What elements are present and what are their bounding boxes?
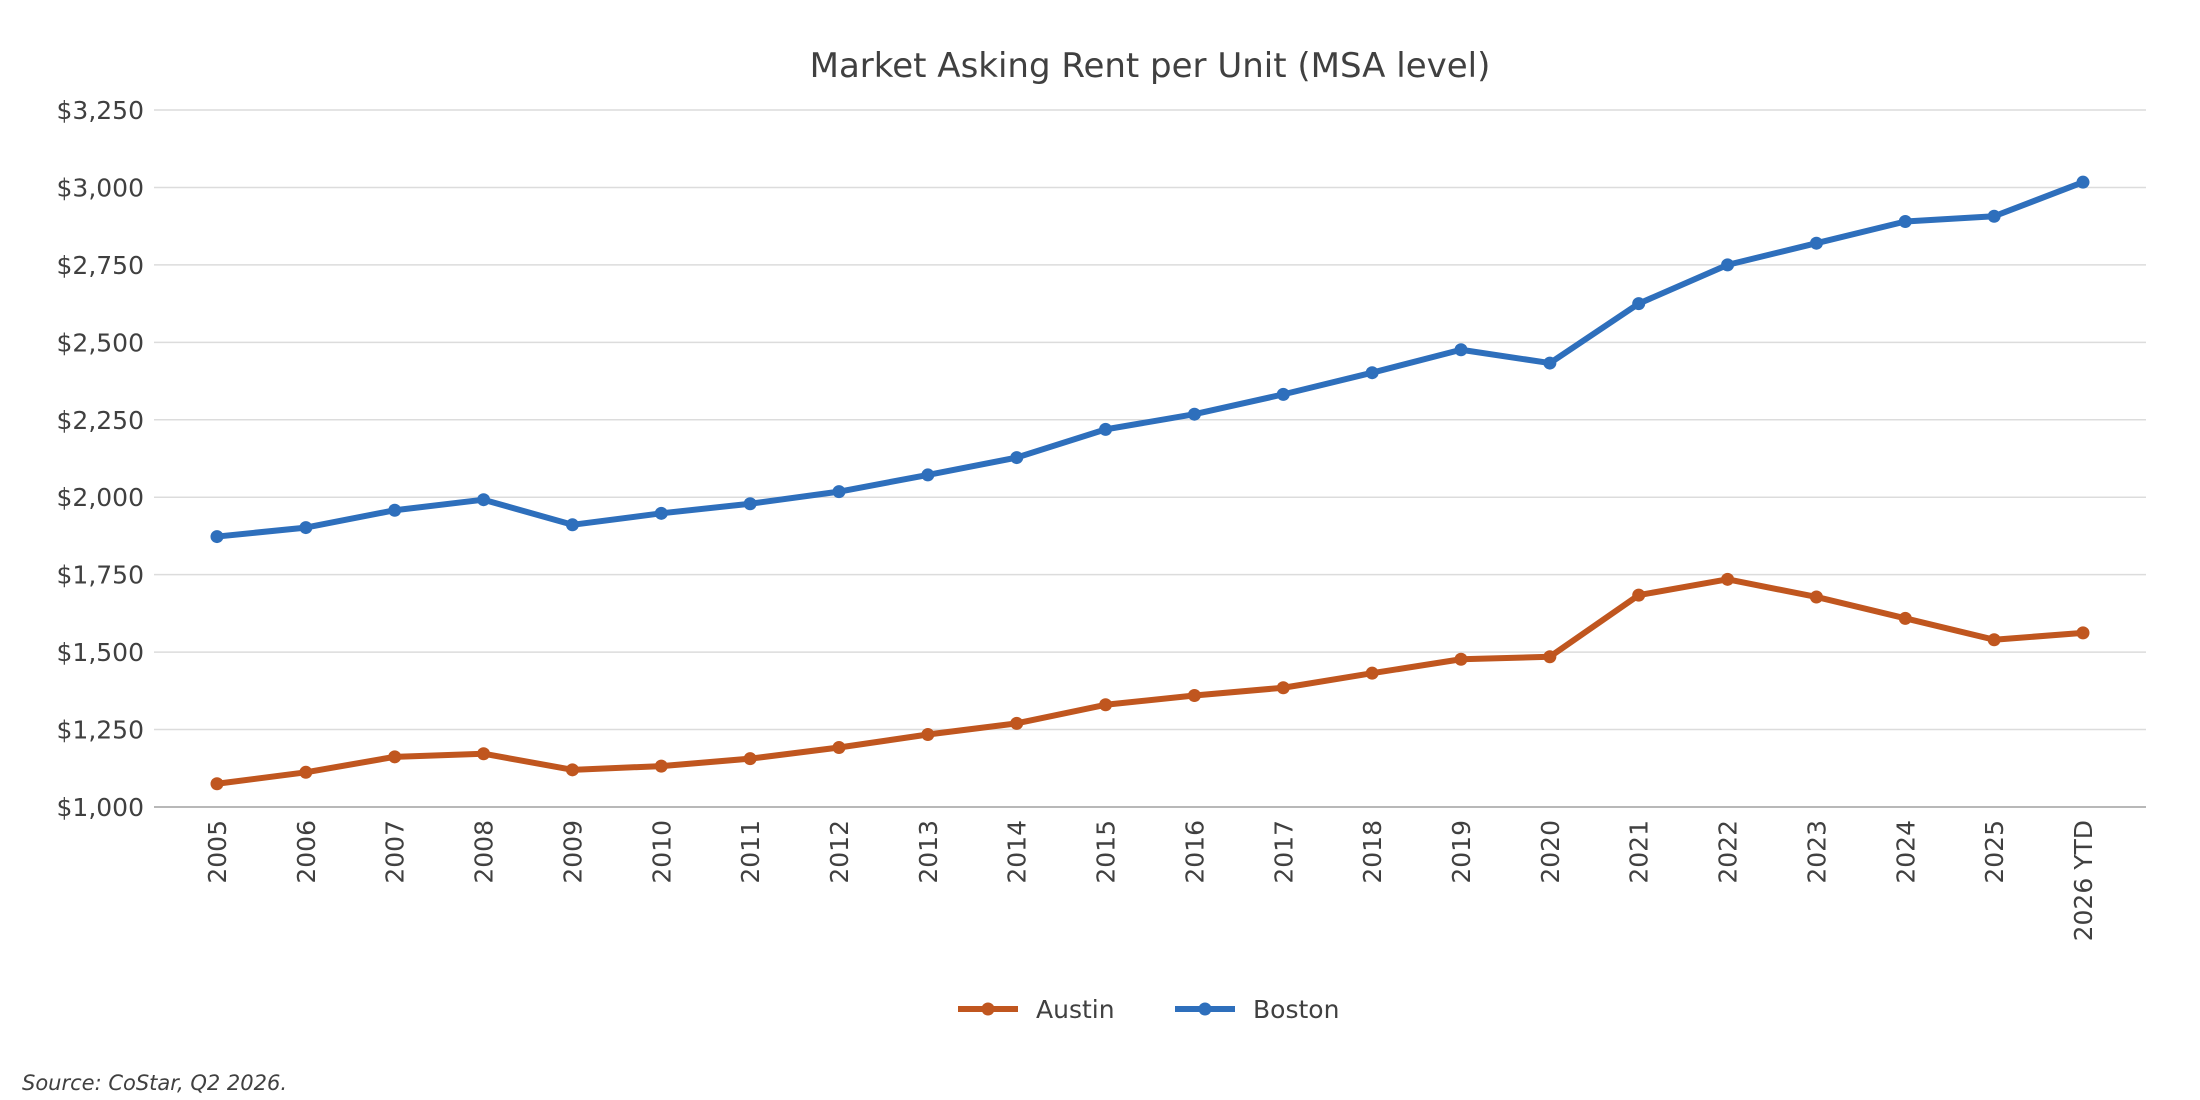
series-lines	[210, 175, 2090, 791]
data-point-austin	[1276, 681, 1290, 695]
data-point-boston	[210, 530, 224, 544]
y-tick-label: $1,500	[57, 638, 144, 667]
data-point-boston	[654, 506, 668, 520]
data-point-austin	[921, 728, 935, 742]
y-tick-label: $1,000	[57, 793, 144, 822]
data-point-austin	[2076, 626, 2090, 640]
x-tick-label: 2007	[381, 820, 410, 884]
data-point-austin	[210, 777, 224, 791]
data-point-austin	[1010, 716, 1024, 730]
data-point-boston	[1809, 236, 1823, 250]
y-tick-label: $3,000	[57, 173, 144, 202]
legend-item-boston: Boston	[1175, 995, 1339, 1024]
data-point-boston	[477, 493, 491, 507]
y-tick-label: $2,000	[57, 483, 144, 512]
data-point-boston	[832, 485, 846, 499]
data-point-austin	[1721, 572, 1735, 586]
data-point-boston	[1898, 215, 1912, 229]
data-point-austin	[1987, 633, 2001, 647]
series-boston	[210, 175, 2090, 544]
x-tick-label: 2018	[1358, 820, 1387, 884]
data-point-austin	[832, 741, 846, 755]
data-point-boston	[388, 503, 402, 517]
data-point-boston	[921, 468, 935, 482]
data-point-boston	[1454, 343, 1468, 357]
data-point-austin	[1809, 590, 1823, 604]
source-note: Source: CoStar, Q2 2026.	[22, 1071, 287, 1095]
series-austin	[210, 572, 2090, 791]
data-point-austin	[1099, 698, 1113, 712]
x-tick-label: 2015	[1092, 820, 1121, 884]
legend: Austin Boston	[958, 995, 1339, 1024]
x-tick-label: 2008	[470, 820, 499, 884]
data-point-boston	[1721, 258, 1735, 272]
data-point-austin	[743, 752, 757, 766]
y-axis-ticks: $1,000 $1,250 $1,500 $1,750 $2,000 $2,250 $2,5…	[57, 96, 144, 822]
data-point-boston	[1365, 366, 1379, 380]
data-point-boston	[299, 521, 313, 535]
data-point-austin	[565, 763, 579, 777]
x-tick-label: 2012	[825, 820, 854, 884]
x-tick-label: 2020	[1536, 820, 1565, 884]
data-point-austin	[388, 750, 402, 764]
legend-marker-icon	[1198, 1002, 1212, 1016]
data-point-boston	[1010, 451, 1024, 465]
legend-marker-icon	[981, 1002, 995, 1016]
data-point-austin	[1365, 666, 1379, 680]
x-tick-label: 2014	[1003, 820, 1032, 884]
x-tick-label: 2019	[1447, 820, 1476, 884]
y-tick-label: $2,250	[57, 406, 144, 435]
x-tick-label: 2025	[1980, 820, 2009, 884]
data-point-austin	[1454, 652, 1468, 666]
data-point-austin	[1632, 588, 1646, 602]
data-point-boston	[2076, 175, 2090, 189]
x-tick-label: 2024	[1891, 820, 1920, 884]
series-line-austin	[214, 576, 2086, 787]
data-point-boston	[1099, 422, 1113, 436]
data-point-austin	[1898, 611, 1912, 625]
x-tick-label: 2022	[1714, 820, 1743, 884]
x-tick-label: 2016	[1180, 820, 1209, 884]
x-tick-label: 2017	[1269, 820, 1298, 884]
legend-label: Boston	[1253, 995, 1339, 1024]
x-tick-label: 2010	[647, 820, 676, 884]
data-point-austin	[654, 759, 668, 773]
x-tick-label: 2023	[1802, 820, 1831, 884]
series-line-boston	[214, 179, 2086, 540]
x-tick-label: 2013	[914, 820, 943, 884]
x-tick-label: 2005	[203, 820, 232, 884]
data-point-austin	[299, 765, 313, 779]
data-point-boston	[1276, 387, 1290, 401]
chart-title: Market Asking Rent per Unit (MSA level)	[810, 46, 1491, 86]
data-point-boston	[1987, 209, 2001, 223]
data-point-boston	[1187, 407, 1201, 421]
data-point-boston	[565, 518, 579, 532]
data-point-austin	[1187, 688, 1201, 702]
data-point-boston	[1543, 356, 1557, 370]
x-tick-label: 2009	[558, 820, 587, 884]
data-point-boston	[1632, 297, 1646, 311]
y-tick-label: $3,250	[57, 96, 144, 125]
x-tick-label: 2021	[1625, 820, 1654, 884]
data-point-austin	[1543, 650, 1557, 664]
data-point-austin	[477, 747, 491, 761]
x-axis-ticks: 2005 2006 2007 2008 2009 2010 2011 2012 2013 2014…	[203, 820, 2098, 941]
legend-item-austin: Austin	[958, 995, 1115, 1024]
x-tick-label: 2011	[736, 820, 765, 884]
y-tick-label: $1,750	[57, 561, 144, 590]
data-point-boston	[743, 497, 757, 511]
y-tick-label: $2,750	[57, 251, 144, 280]
x-tick-label: 2026 YTD	[2069, 820, 2098, 941]
y-tick-label: $2,500	[57, 328, 144, 357]
x-tick-label: 2006	[292, 820, 321, 884]
y-tick-label: $1,250	[57, 716, 144, 745]
legend-label: Austin	[1036, 995, 1115, 1024]
